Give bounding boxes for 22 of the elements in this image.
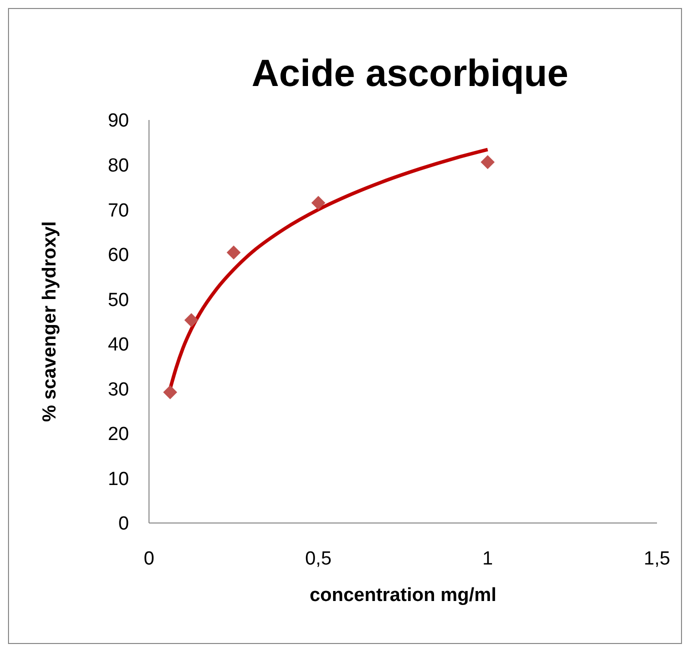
x-tick-label: 1,5 xyxy=(644,548,670,570)
x-axis-title: concentration mg/ml xyxy=(310,585,496,606)
y-tick-label: 0 xyxy=(118,514,129,535)
y-axis-title: % scavenger hydroxyl xyxy=(40,221,61,422)
y-tick-label: 80 xyxy=(108,156,129,177)
y-tick-label: 40 xyxy=(108,334,129,356)
y-tick-label: 90 xyxy=(108,110,129,132)
chart-title: Acide ascorbique xyxy=(250,53,570,96)
y-tick-label: 30 xyxy=(108,379,129,400)
y-tick-label: 20 xyxy=(108,424,129,446)
y-tick-label: 10 xyxy=(108,468,129,490)
point xyxy=(163,385,178,400)
y-tick-label: 60 xyxy=(108,245,129,266)
point xyxy=(480,155,495,170)
y-tick-label: 70 xyxy=(108,200,129,222)
point xyxy=(226,246,241,260)
x-tick-label: 0,5 xyxy=(305,548,332,570)
point xyxy=(184,313,198,328)
y-tick-label: 50 xyxy=(108,290,129,311)
x-tick-label: 0 xyxy=(144,548,154,570)
point xyxy=(311,196,326,210)
x-tick-label: 1 xyxy=(482,548,493,570)
